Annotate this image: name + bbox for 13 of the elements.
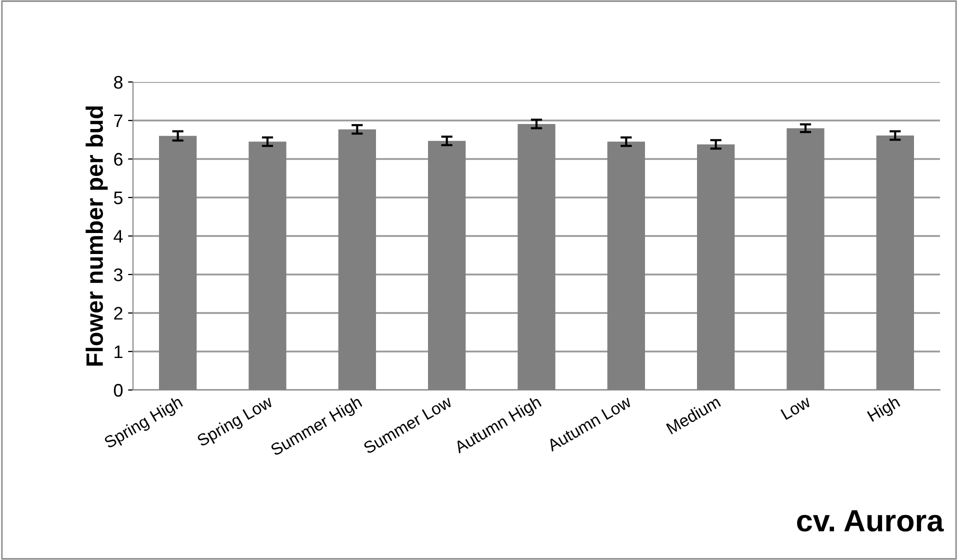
y-tick-label: 2 [114,306,122,320]
y-tick-label: 7 [114,114,122,128]
y-tick-label: 4 [114,230,123,243]
y-tick-label: 3 [114,268,122,282]
y-tick-label: 6 [114,152,122,166]
x-tick-label: High [866,395,902,425]
y-axis-title: Flower number per bud [86,106,108,366]
text: cv. Aurora [797,510,944,532]
y-tick-label: 5 [114,192,123,204]
y-tick-label: 1 [114,346,122,358]
x-tick-label: Low [780,395,812,420]
y-tick-label: 0 [114,384,123,397]
y-tick-label: 8 [114,76,122,89]
